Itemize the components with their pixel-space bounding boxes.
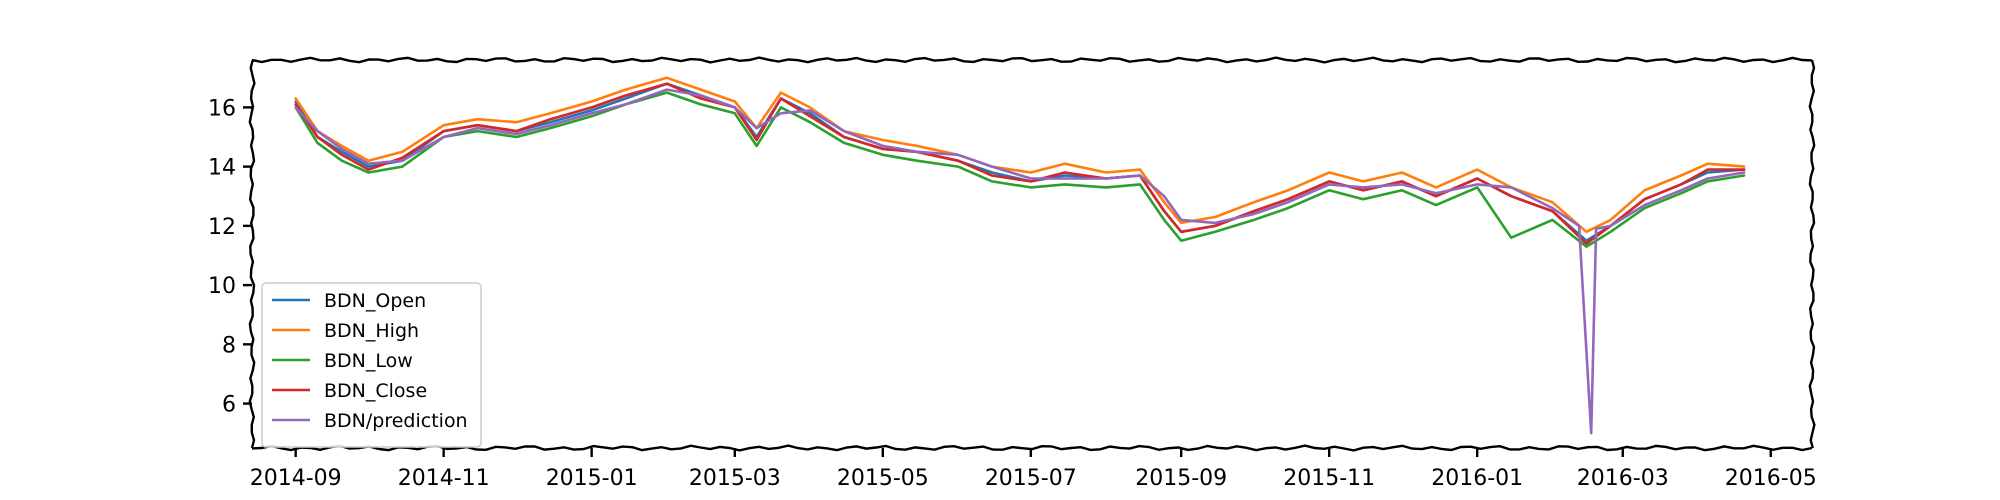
x-tick-label: 2016-01	[1431, 466, 1523, 491]
legend-label: BDN/prediction	[324, 410, 468, 432]
x-axis: 2014-09 2014-11 2015-01 2015-03 2015-05 2015-…	[250, 448, 1817, 491]
x-tick-label: 2014-11	[398, 466, 490, 491]
series-line-bdn-low	[294, 91, 1746, 248]
legend-label: BDN_High	[324, 320, 419, 342]
x-tick-label: 2015-07	[985, 466, 1077, 491]
x-tick-label: 2015-05	[837, 466, 929, 491]
x-tick-label: 2015-09	[1135, 466, 1227, 491]
y-tick-label: 6	[222, 393, 236, 418]
x-tick-label: 2015-03	[689, 466, 781, 491]
series-line-bdn-high	[294, 76, 1746, 234]
x-tick-label: 2015-01	[546, 466, 638, 491]
x-tick-label: 2016-05	[1725, 466, 1817, 491]
y-tick-label: 14	[208, 156, 236, 181]
plot-frame	[248, 56, 1816, 452]
series-line-bdn-prediction	[294, 88, 1746, 435]
x-tick-label: 2014-09	[250, 466, 342, 491]
series-line-bdn-close	[294, 82, 1746, 245]
series-lines	[294, 76, 1746, 435]
legend-label: BDN_Low	[324, 350, 413, 372]
legend: BDN_Open BDN_High BDN_Low BDN_Close BDN/pred…	[261, 282, 482, 448]
y-axis: 6 8 10 12 14 16	[208, 96, 252, 418]
legend-label: BDN_Close	[324, 380, 427, 402]
y-tick-label: 10	[208, 274, 236, 299]
series-line-bdn-open	[294, 82, 1746, 242]
legend-box	[261, 282, 482, 448]
x-tick-label: 2016-03	[1577, 466, 1669, 491]
y-tick-label: 8	[222, 333, 236, 358]
legend-label: BDN_Open	[324, 290, 426, 312]
x-tick-label: 2015-11	[1283, 466, 1375, 491]
y-tick-label: 16	[208, 96, 236, 121]
y-tick-label: 12	[208, 215, 236, 240]
